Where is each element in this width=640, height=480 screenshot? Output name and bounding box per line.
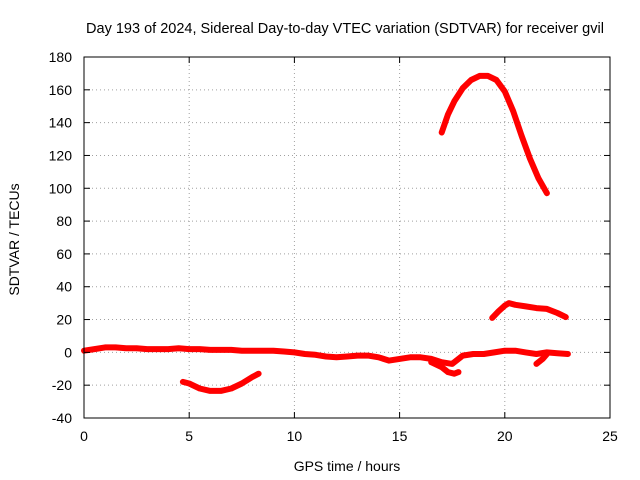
series-line-dip-17	[428, 359, 462, 377]
x-tick-label: 10	[287, 428, 303, 444]
y-tick-label: -20	[52, 377, 72, 393]
chart-title: Day 193 of 2024, Sidereal Day-to-day VTE…	[86, 21, 604, 37]
series-line-baseline	[81, 344, 571, 367]
x-axis-title: GPS time / hours	[294, 458, 401, 474]
plot-frame	[83, 56, 611, 419]
y-tick-label: 160	[49, 82, 73, 98]
x-tick-label: 0	[80, 428, 88, 444]
grid-lines	[84, 57, 610, 418]
data-series	[81, 72, 571, 394]
y-tick-label: 20	[56, 312, 72, 328]
y-tick-label: 120	[49, 147, 73, 163]
y-tick-label: 80	[56, 213, 72, 229]
y-axis-title: SDTVAR / TECUs	[6, 183, 22, 295]
series-line-plateau	[489, 300, 569, 321]
y-tick-label: 40	[56, 279, 72, 295]
y-tick-label: -40	[52, 410, 72, 426]
y-tick-label: 180	[49, 49, 73, 65]
x-tick-label: 15	[392, 428, 408, 444]
axis-ticks	[83, 56, 611, 419]
y-tick-label: 100	[49, 180, 73, 196]
y-tick-label: 140	[49, 115, 73, 131]
x-tick-label: 20	[497, 428, 513, 444]
x-tick-label: 5	[185, 428, 193, 444]
axis-tick-labels: 0 5 10 15 20 25 -40 -20 0 20 40 60 80 100 120 140 160 180	[49, 49, 618, 444]
x-tick-label: 25	[602, 428, 618, 444]
y-tick-label: 0	[64, 344, 72, 360]
series-line-dip-22	[533, 351, 550, 367]
series-line-trough	[179, 370, 262, 394]
y-tick-label: 60	[56, 246, 72, 262]
series-line-arc	[438, 72, 550, 197]
